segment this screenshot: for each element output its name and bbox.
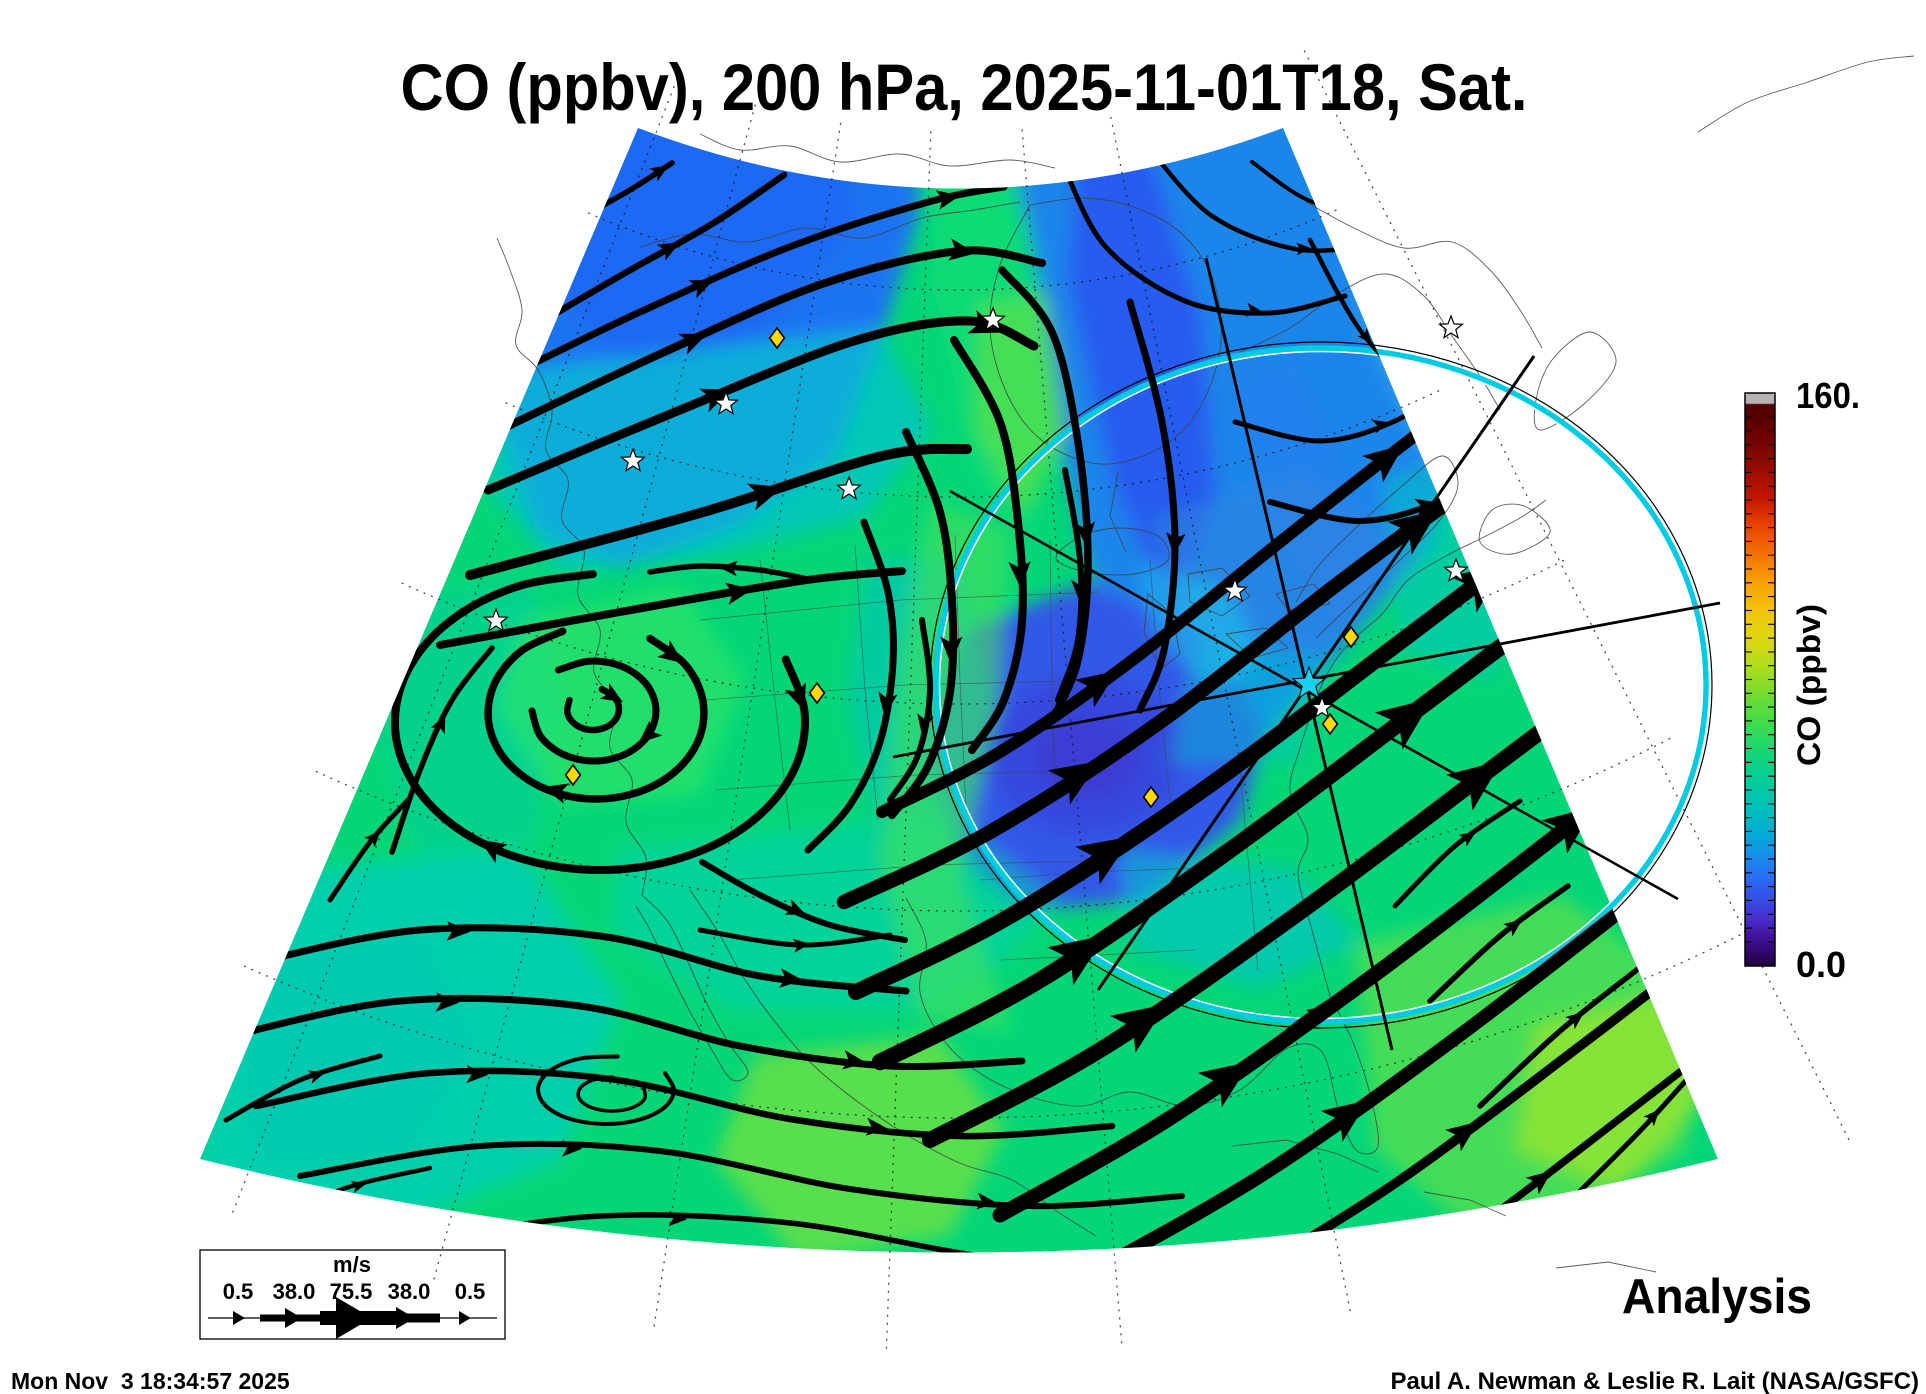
svg-text:CO (ppbv), 200 hPa, 2025-11-01: CO (ppbv), 200 hPa, 2025-11-01T18, Sat. (401, 50, 1528, 124)
svg-text:0.5: 0.5 (455, 1279, 486, 1304)
svg-text:Analysis: Analysis (1622, 1270, 1812, 1324)
svg-text:Mon Nov 3 18:34:57 2025: Mon Nov 3 18:34:57 2025 (11, 1368, 290, 1394)
svg-text:CO (ppbv): CO (ppbv) (1791, 604, 1827, 766)
svg-text:38.0: 38.0 (388, 1279, 431, 1304)
svg-text:0.0: 0.0 (1796, 944, 1846, 985)
svg-text:Paul A. Newman & Leslie R. Lai: Paul A. Newman & Leslie R. Lait (NASA/GS… (1390, 1368, 1919, 1394)
svg-text:38.0: 38.0 (273, 1279, 316, 1304)
svg-text:0.5: 0.5 (223, 1279, 254, 1304)
svg-text:160.: 160. (1796, 375, 1860, 416)
svg-text:m/s: m/s (333, 1252, 371, 1277)
